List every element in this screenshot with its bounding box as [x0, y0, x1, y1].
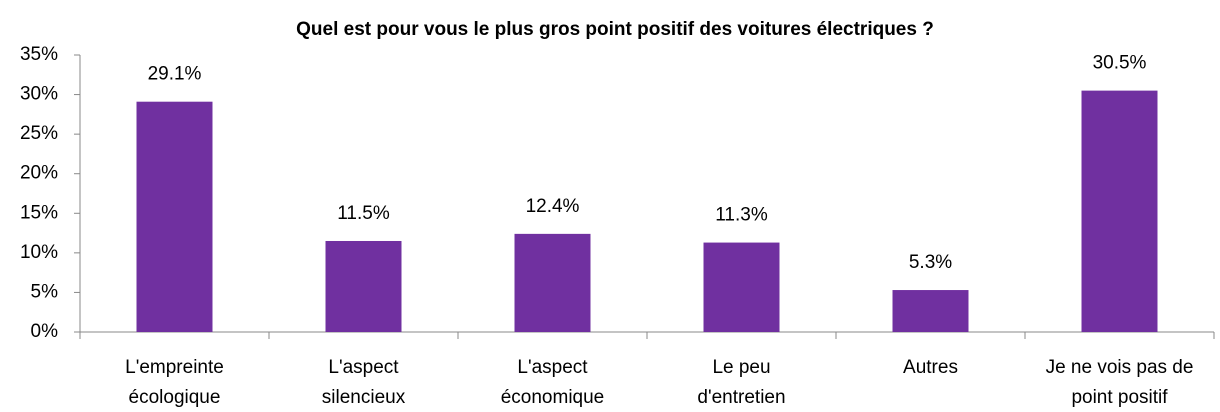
bar [514, 233, 591, 332]
data-label: 11.3% [715, 205, 768, 226]
bar [1081, 90, 1158, 332]
data-label: 5.3% [909, 252, 952, 273]
bar [325, 240, 402, 332]
bar [703, 242, 780, 332]
y-tick-label: 0% [31, 321, 59, 342]
y-tick-label: 35% [20, 44, 58, 65]
x-tick-label: d'entretien [697, 387, 785, 408]
data-label: 11.5% [337, 203, 390, 224]
x-tick-label: silencieux [322, 387, 406, 408]
data-label: 29.1% [148, 64, 202, 85]
y-tick-label: 15% [20, 202, 58, 223]
x-tick-label: L'aspect [328, 357, 399, 378]
x-tick-label: L'aspect [517, 357, 588, 378]
data-label: 30.5% [1093, 53, 1147, 74]
x-tick-label: Autres [903, 357, 958, 378]
x-tick-label: L'empreinte [125, 357, 224, 378]
y-tick-label: 10% [20, 242, 58, 263]
y-tick-label: 5% [31, 281, 59, 302]
bar [136, 101, 213, 333]
x-tick-label: économique [501, 387, 605, 408]
x-tick-label: Je ne vois pas de [1046, 357, 1194, 378]
y-tick-label: 25% [20, 123, 58, 144]
data-label: 12.4% [526, 196, 580, 217]
x-tick-label: point positif [1071, 387, 1168, 408]
x-tick-label: Le peu [712, 357, 770, 378]
y-tick-label: 20% [20, 163, 58, 184]
bar [892, 290, 969, 332]
x-tick-label: écologique [129, 387, 221, 408]
y-tick-label: 30% [20, 84, 58, 105]
chart-title: Quel est pour vous le plus gros point po… [296, 19, 934, 40]
